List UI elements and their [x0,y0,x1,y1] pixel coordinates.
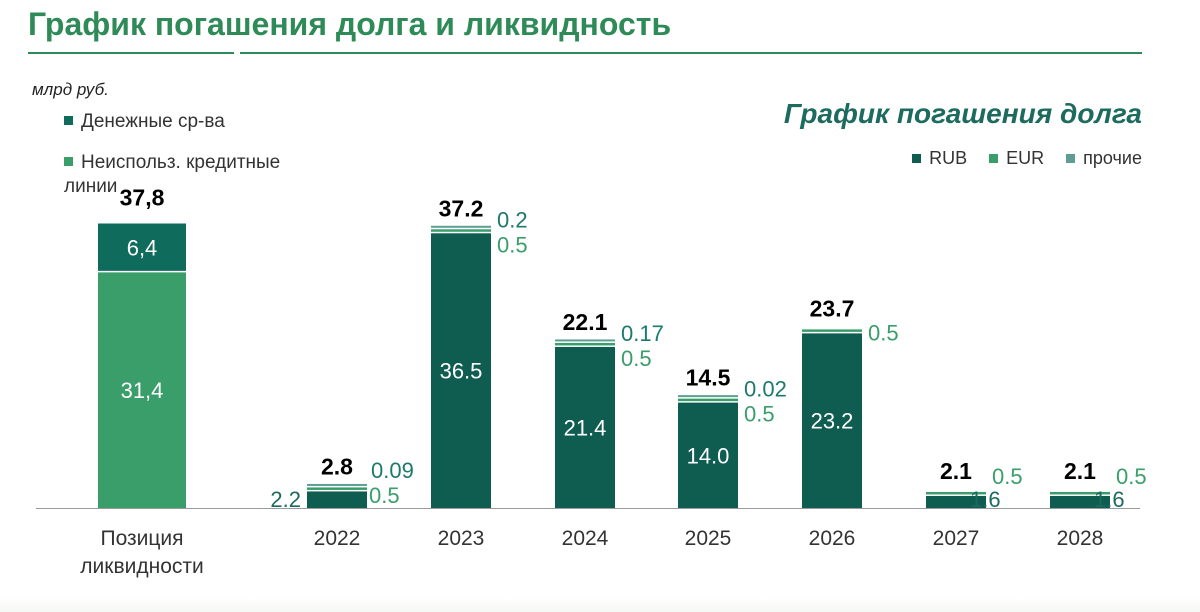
total-label-2028: 2.1 [1064,458,1096,484]
bar-eur-2028 [1050,491,1110,495]
title-underline-right [240,52,1142,54]
other-label-2025: 0.02 [744,377,787,402]
category-label-2025: 2025 [685,527,732,550]
unit-label: млрд руб. [32,80,109,99]
eur-label-2023: 0.5 [497,232,528,257]
legend-credit-label-line1: Неиспольз. кредитные [81,152,281,173]
category-label-2028: 2028 [1057,527,1104,550]
bar-eur-2025 [678,398,738,402]
bar-other-2025 [678,395,738,398]
other-label-2023: 0.2 [497,207,528,232]
liquidity-credit-label: 31,4 [121,378,164,403]
rub-label-2026: 23.2 [811,409,854,434]
bar-eur-2022 [307,487,367,490]
title-underline-left [28,52,234,54]
eur-label-2024: 0.5 [621,346,652,371]
bar-eur-2023 [431,229,491,232]
legend-other: прочие [1066,148,1142,169]
legend-credit: Неиспольз. кредитные линии [64,151,280,199]
liquidity-cash-bar [98,223,186,272]
liquidity-total-label: 37,8 [120,185,165,211]
rub-label-2027: 1.6 [970,487,1001,512]
legend-cash: Денежные ср-ва [64,110,225,134]
bar-eur-2026 [802,329,862,332]
bar-rub-2025 [678,402,738,508]
legend-credit-label-line2: линии [64,176,118,197]
total-label-2025: 14.5 [686,365,731,391]
legend-other-swatch [1066,154,1076,163]
liquidity-credit-bar [98,271,186,508]
bar-eur-2024 [555,342,615,346]
rub-label-2022: 2.2 [270,487,301,512]
category-label-2024: 2024 [562,527,609,550]
legend-eur-label: EUR [1006,148,1045,168]
legend-rub: RUB [912,148,967,169]
bar-rub-2023 [431,233,491,508]
legend-credit-swatch [64,157,73,166]
eur-label-2025: 0.5 [744,402,775,427]
bar-rub-2026 [802,333,862,508]
total-label-2026: 23.7 [810,295,855,321]
page-title: График погашения долга и ликвидность [28,6,672,42]
rub-label-2028: 1.6 [1094,487,1125,512]
bar-rub-2027 [926,495,986,508]
eur-label-2026: 0.5 [868,320,899,345]
rub-label-2025: 14.0 [687,443,730,468]
bar-rub-2024 [555,346,615,508]
category-label-2026: 2026 [809,527,856,550]
total-label-2027: 2.1 [940,458,972,484]
bar-other-2024 [555,339,615,342]
total-label-2024: 22.1 [563,309,608,335]
total-label-2023: 37.2 [439,195,484,221]
rub-label-2023: 36.5 [440,359,483,384]
legend-other-label: прочие [1083,148,1142,168]
category-label-2027: 2027 [933,527,980,550]
eur-label-2022: 0.5 [369,483,400,508]
legend-rub-label: RUB [929,148,968,168]
legend-cash-swatch [64,116,73,125]
legend-rub-swatch [912,154,922,163]
liquidity-category-line1: Позиция [100,527,183,550]
bar-eur-2027 [926,491,986,495]
legend-eur-swatch [989,154,999,163]
category-label-2023: 2023 [438,527,485,550]
legend-eur: EUR [989,148,1044,169]
eur-label-2027: 0.5 [992,464,1023,489]
bar-other-2023 [431,225,491,228]
other-label-2022: 0.09 [371,458,414,483]
liquidity-cash-label: 6,4 [127,236,158,261]
total-label-2022: 2.8 [321,453,353,479]
category-label-2022: 2022 [314,527,361,550]
footer-band [0,598,1200,612]
debt-subtitle: График погашения долга [783,98,1142,129]
debt-legend: RUB EUR прочие [912,148,1142,169]
other-label-2024: 0.17 [621,321,664,346]
eur-label-2028: 0.5 [1116,464,1147,489]
bar-rub-2028 [1050,495,1110,508]
rub-label-2024: 21.4 [564,415,607,440]
legend-cash-label: Денежные ср-ва [81,111,225,132]
liquidity-category-line2: ликвидности [80,555,203,578]
bar-other-2022 [307,483,367,486]
bar-rub-2022 [307,491,367,508]
